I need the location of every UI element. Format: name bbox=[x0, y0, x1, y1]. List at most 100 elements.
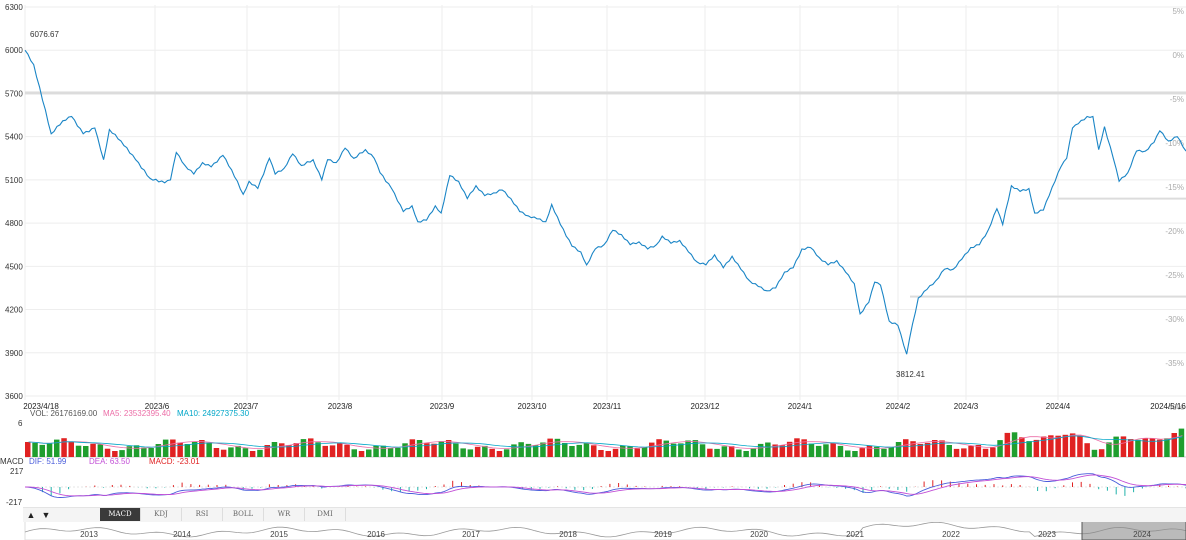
volume-bar bbox=[881, 448, 887, 457]
macd-y-tick-bottom: -217 bbox=[6, 498, 23, 507]
volume-bar bbox=[1128, 439, 1134, 457]
volume-bar bbox=[104, 448, 111, 457]
volume-bar bbox=[220, 449, 227, 457]
volume-bar bbox=[946, 445, 952, 457]
up-arrow-icon[interactable]: ▲ bbox=[26, 510, 36, 520]
volume-bar bbox=[97, 444, 104, 457]
volume-bar bbox=[830, 443, 836, 457]
tab-wr[interactable]: WR bbox=[264, 508, 305, 521]
volume-bar bbox=[402, 443, 408, 457]
volume-bar bbox=[707, 448, 713, 457]
volume-bar bbox=[547, 438, 553, 457]
volume-bar bbox=[199, 440, 205, 457]
x-tick-label: 2023/11 bbox=[593, 402, 622, 411]
x-tick-label: 2023/12 bbox=[691, 402, 720, 411]
percent-tick-label: -25% bbox=[1165, 271, 1184, 280]
volume-bar bbox=[279, 443, 285, 457]
volume-bar bbox=[308, 438, 314, 457]
volume-bar bbox=[656, 439, 662, 457]
volume-bar bbox=[293, 443, 299, 457]
volume-panel[interactable] bbox=[25, 428, 1186, 458]
volume-bar bbox=[228, 447, 234, 457]
volume-bar bbox=[859, 448, 865, 457]
percent-tick-label: -30% bbox=[1165, 315, 1184, 324]
navigator-year-label: 2024 bbox=[1133, 530, 1151, 539]
navigator-year-label: 2014 bbox=[173, 530, 191, 539]
tab-macd[interactable]: MACD bbox=[100, 508, 141, 521]
volume-bar bbox=[1091, 449, 1098, 457]
volume-bar bbox=[460, 448, 466, 457]
x-tick-label: 2024/5/16 bbox=[1150, 402, 1186, 411]
volume-bar bbox=[932, 440, 938, 457]
volume-bar bbox=[358, 451, 365, 457]
volume-bar bbox=[431, 443, 437, 457]
navigator-year-label: 2017 bbox=[462, 530, 480, 539]
y-tick-label: 3600 bbox=[5, 392, 23, 401]
volume-bar bbox=[678, 443, 684, 457]
volume-bar bbox=[170, 439, 176, 457]
x-tick-label: 2024/3 bbox=[954, 402, 979, 411]
volume-bar bbox=[576, 444, 582, 457]
volume-bar bbox=[670, 443, 677, 457]
navigator-year-label: 2018 bbox=[559, 530, 577, 539]
navigator-year-label: 2022 bbox=[942, 530, 960, 539]
volume-bar bbox=[808, 443, 815, 457]
percent-tick-label: 5% bbox=[1172, 7, 1184, 16]
x-tick-label: 2023/9 bbox=[430, 402, 455, 411]
volume-bar bbox=[126, 446, 133, 457]
dif-line bbox=[24, 473, 1186, 498]
volume-bar bbox=[511, 444, 517, 457]
volume-bar bbox=[373, 445, 379, 457]
tab-dmi[interactable]: DMI bbox=[305, 508, 346, 521]
volume-bar bbox=[1106, 442, 1112, 457]
volume-bar bbox=[750, 448, 757, 457]
volume-bar bbox=[786, 441, 793, 457]
volume-bar bbox=[90, 443, 96, 457]
tab-rsi[interactable]: RSI bbox=[182, 508, 223, 521]
volume-bar bbox=[387, 448, 394, 457]
volume-bar bbox=[322, 445, 328, 457]
volume-y-tick: 6 bbox=[18, 419, 23, 428]
volume-bar bbox=[728, 446, 735, 457]
percent-axis: 5% 0% -5% -10% -15% -20% -25% -30% -35% -40% bbox=[1165, 7, 1184, 412]
volume-bar bbox=[482, 445, 488, 457]
y-tick-label: 4200 bbox=[5, 306, 23, 315]
volume-bar bbox=[380, 445, 387, 457]
y-tick-label: 4800 bbox=[5, 219, 23, 228]
macd-panel[interactable] bbox=[24, 473, 1186, 498]
volume-bar bbox=[286, 445, 292, 457]
tab-kdj[interactable]: KDJ bbox=[141, 508, 182, 521]
down-arrow-icon[interactable]: ▼ bbox=[41, 510, 51, 520]
navigator-year-label: 2013 bbox=[80, 530, 98, 539]
volume-bar bbox=[1142, 438, 1148, 457]
volume-bar bbox=[1098, 449, 1105, 457]
volume-bar bbox=[953, 448, 960, 457]
volume-legend: VOL: 26176169.00 MA5: 23532395.40 MA10: … bbox=[18, 409, 250, 428]
percent-tick-label: -10% bbox=[1165, 139, 1184, 148]
time-navigator[interactable]: 2013 2014 2015 2016 2017 2018 2019 2020 2021 2022… bbox=[24, 520, 1186, 540]
dea-legend: DEA: 63.50 bbox=[89, 457, 130, 466]
volume-bar bbox=[562, 443, 568, 457]
volume-bar bbox=[1048, 435, 1054, 457]
volume-bar bbox=[699, 444, 706, 457]
tab-boll[interactable]: BOLL bbox=[223, 508, 264, 521]
volume-bar bbox=[257, 449, 263, 457]
volume-bar bbox=[736, 449, 742, 457]
volume-bar bbox=[801, 439, 807, 457]
price-series[interactable] bbox=[24, 49, 1186, 355]
volume-bar bbox=[75, 445, 82, 457]
x-tick-label: 2023/10 bbox=[518, 402, 547, 411]
volume-bar bbox=[315, 442, 321, 457]
volume-bar bbox=[910, 441, 916, 457]
volume-bar bbox=[141, 447, 147, 457]
volume-bar bbox=[772, 444, 778, 457]
volume-bar bbox=[874, 446, 880, 457]
volume-bar bbox=[271, 442, 278, 457]
x-tick-label: 2023/7 bbox=[234, 402, 259, 411]
volume-bar bbox=[1157, 439, 1163, 457]
volume-bar bbox=[903, 439, 909, 457]
volume-bar bbox=[605, 451, 611, 457]
volume-bar bbox=[344, 444, 350, 457]
y-tick-label: 6000 bbox=[5, 46, 23, 55]
